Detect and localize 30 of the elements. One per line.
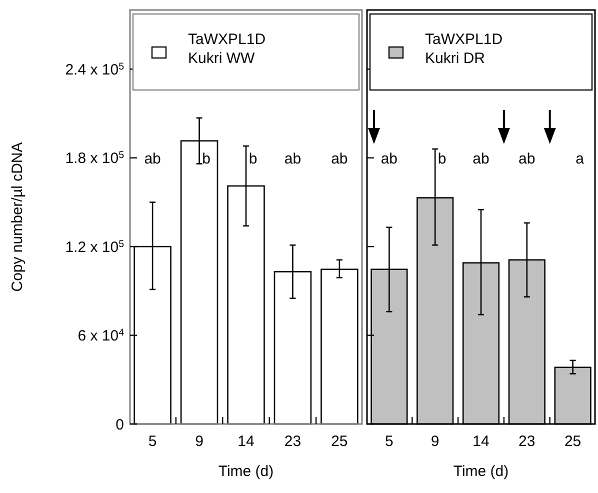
annotation: ab — [518, 150, 536, 168]
x-tick-label: 5 — [148, 433, 157, 450]
y-tick-label: 6 x 10$^{4}$ — [78, 327, 125, 345]
annotation: ab — [380, 150, 398, 168]
y-tick-label: 0 — [116, 416, 124, 434]
y-tick-label: 1.2 x 10$^{5}$ — [65, 238, 125, 256]
x-tick-label: 9 — [195, 433, 204, 450]
x-tick-label: 25 — [564, 433, 582, 450]
x-tick-label: 23 — [518, 433, 536, 450]
annotation: b — [202, 150, 210, 168]
legend-label: TaWXPL1D Kukri DR — [425, 31, 503, 67]
y-axis-title: Copy number/µl cDNA — [9, 142, 26, 292]
annotation: ab — [284, 150, 302, 168]
x-tick-label: 5 — [385, 433, 394, 450]
x-axis-title: Time (d) — [453, 463, 509, 480]
y-tick-label: 2.4 x 10$^{5}$ — [65, 60, 125, 78]
x-tick-label: 9 — [430, 433, 440, 450]
annotation: ab — [144, 150, 161, 168]
annotation: b — [248, 150, 258, 168]
y-tick-label: 1.8 x 10$^{5}$ — [65, 150, 125, 168]
annotation: a — [576, 150, 585, 168]
x-tick-label: 23 — [284, 433, 302, 450]
x-tick-label: 25 — [331, 433, 348, 450]
annotation: ab — [331, 150, 348, 168]
x-axis-title: Time (d) — [218, 463, 274, 480]
legend-label: TaWXPL1D Kukri WW — [188, 31, 266, 67]
x-tick-label: 14 — [238, 433, 254, 450]
annotation: ab — [472, 150, 490, 168]
x-tick-label: 14 — [472, 433, 490, 450]
annotation: b — [438, 150, 446, 168]
